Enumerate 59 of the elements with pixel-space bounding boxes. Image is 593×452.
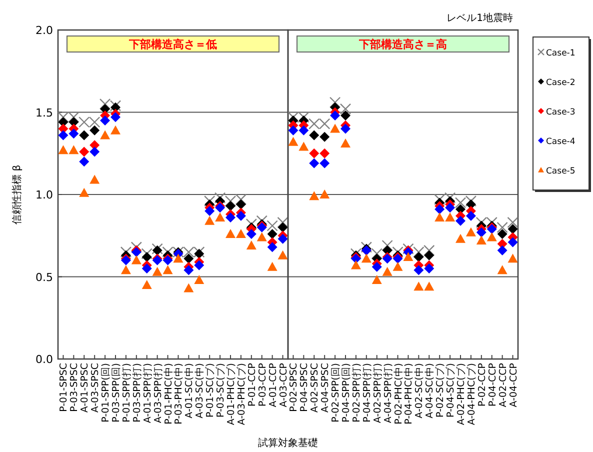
x-tick-label: P-02-SC(ブ) bbox=[434, 363, 446, 418]
y-tick-label: 0.5 bbox=[36, 270, 53, 284]
x-tick-label: P-01-SPP(打) bbox=[120, 363, 132, 422]
y-tick-label: 0.0 bbox=[36, 353, 53, 366]
x-tick-label: A-03-CCP bbox=[278, 362, 290, 408]
x-tick-label: P-03-SPP(回) bbox=[111, 363, 122, 422]
x-tick-label: P-01-PHC(中) bbox=[162, 363, 174, 424]
x-tick-label: P-01-CCP bbox=[246, 362, 258, 406]
x-tick-label: P-04-SPP(打) bbox=[360, 363, 373, 422]
text: 下部構造高さ＝低 bbox=[128, 38, 217, 51]
legend-label: Case-3 bbox=[546, 108, 576, 118]
x-tick-label: P-02-CCP bbox=[476, 362, 488, 406]
legend-label: Case-1 bbox=[546, 48, 576, 58]
x-tick-label: P-02-PHC(中) bbox=[392, 363, 404, 424]
x-tick-label: A-02-SC(中) bbox=[413, 363, 426, 418]
x-tick-label: P-04-SPSC bbox=[299, 362, 310, 412]
x-tick-label: P-02-SPP(回) bbox=[330, 363, 342, 422]
legend-label: Case-2 bbox=[546, 78, 576, 88]
x-tick-label: A-04-CCP bbox=[508, 362, 520, 408]
x-tick-label: A-03-SPP(打) bbox=[152, 363, 164, 424]
x-axis-title: 試算対象基礎 bbox=[258, 437, 318, 449]
x-tick-label: A-01-PHC(ブ) bbox=[225, 363, 237, 426]
x-tick-label: A-02-CCP bbox=[498, 362, 509, 408]
x-tick-label: A-04-SPSC bbox=[320, 362, 332, 413]
y-tick-label: 2.0 bbox=[36, 24, 53, 37]
y-tick-label: 1.5 bbox=[36, 106, 53, 120]
x-tick-label: P-01-SC(ブ) bbox=[204, 363, 216, 418]
legend-label: Case-5 bbox=[546, 166, 576, 176]
x-tick-label: A-04-SPP(打) bbox=[382, 363, 394, 424]
x-tick-label: A-02-SPSC bbox=[310, 362, 321, 413]
x-tick-label: P-03-CCP bbox=[257, 362, 268, 406]
x-tick-label: P-03-SPSC bbox=[69, 362, 80, 412]
x-tick-label: A-04-PHC(ブ) bbox=[465, 363, 478, 426]
x-tick-label: P-04-CCP bbox=[487, 362, 498, 406]
x-tick-label: P-03-SPP(打) bbox=[130, 363, 143, 422]
x-tick-label: A-03-SC(中) bbox=[194, 363, 206, 418]
x-tick-label: A-01-SC(中) bbox=[183, 363, 196, 418]
x-tick-label: P-04-PHC(中) bbox=[402, 363, 415, 424]
x-tick-label: P-04-SC(ブ) bbox=[444, 363, 457, 418]
x-tick-label: P-03-SC(ブ) bbox=[214, 363, 227, 418]
x-tick-label: A-03-PHC(ブ) bbox=[235, 363, 248, 426]
x-tick-label: A-02-SPP(打) bbox=[371, 363, 384, 424]
x-tick-label: P-02-SPP(打) bbox=[350, 363, 362, 422]
legend-label: Case-4 bbox=[546, 137, 576, 147]
y-axis-title: 信頼性指標 β bbox=[11, 164, 23, 224]
x-tick-label: A-01-SPSC bbox=[80, 362, 91, 413]
text: 下部構造高さ＝高 bbox=[358, 38, 447, 51]
x-tick-label: A-04-SC(中) bbox=[424, 363, 436, 418]
y-tick-label: 1.0 bbox=[36, 188, 53, 202]
x-tick-label: P-01-SPP(回) bbox=[100, 363, 112, 422]
x-tick-label: P-03-PHC(中) bbox=[172, 363, 185, 424]
x-tick-label: A-01-CCP bbox=[268, 362, 279, 408]
x-tick-label: P-02-SPSC bbox=[288, 362, 300, 412]
text: レベル1地震時 bbox=[446, 12, 513, 24]
x-tick-label: P-04-SPP(回) bbox=[341, 363, 352, 422]
x-tick-label: P-01-SPSC bbox=[58, 362, 70, 412]
x-tick-label: A-01-SPP(打) bbox=[141, 363, 154, 424]
x-tick-label: A-02-PHC(ブ) bbox=[455, 363, 467, 426]
x-tick-label: A-03-SPSC bbox=[90, 362, 102, 413]
